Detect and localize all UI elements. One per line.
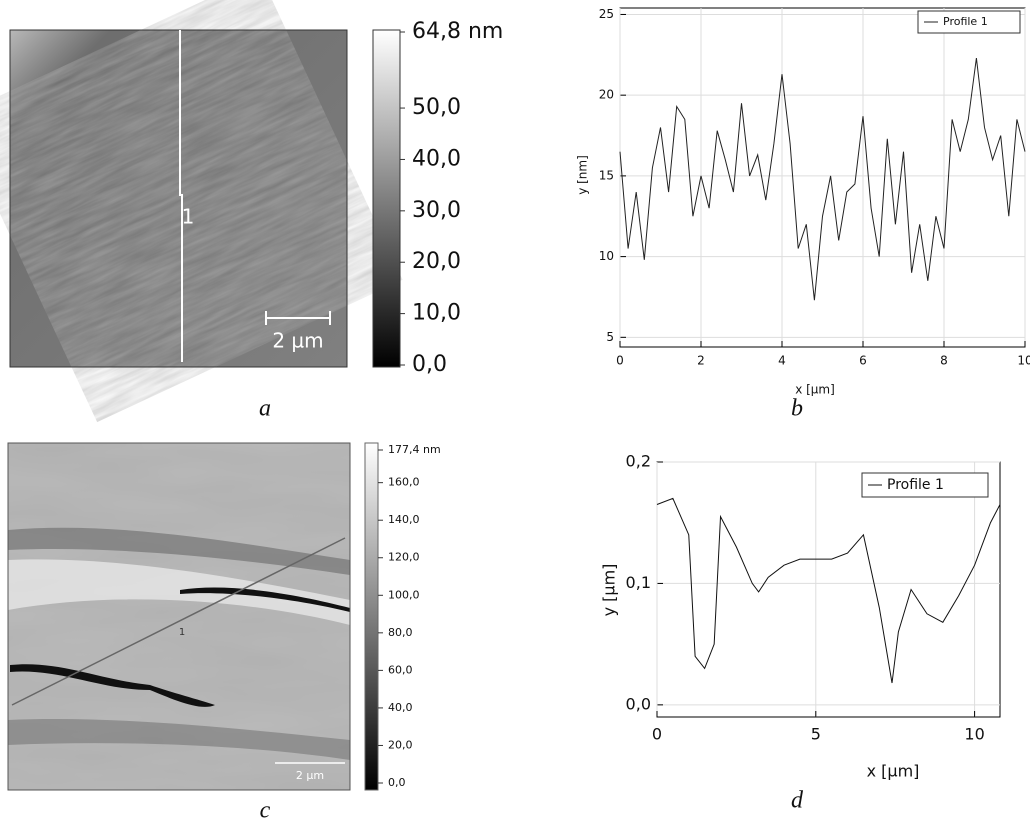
panel-caption: d	[791, 788, 804, 814]
legend-box	[861, 472, 989, 498]
colorbar-label: 140,0	[388, 513, 420, 526]
colorbar-label: 80,0	[388, 626, 413, 639]
y-tick-label: 25	[599, 7, 614, 21]
colorbar-label: 177,4 nm	[388, 443, 441, 456]
x-tick-label: 10	[964, 725, 984, 744]
colorbar-label: 20,0	[412, 249, 461, 274]
colorbar-label: 0,0	[388, 776, 406, 789]
profile-line	[656, 497, 1001, 684]
y-tick-label: 5	[606, 330, 614, 344]
colorbar	[364, 442, 379, 791]
panel-caption: a	[259, 396, 271, 422]
colorbar-label: 64,8 nm	[412, 19, 503, 44]
x-tick-label: 8	[940, 354, 948, 368]
colorbar-label: 0,0	[412, 352, 447, 377]
colorbar-label: 100,0	[388, 588, 420, 601]
colorbar-label: 30,0	[412, 198, 461, 223]
x-tick-label: 2	[697, 354, 705, 368]
colorbar-label: 160,0	[388, 476, 420, 489]
x-axis-label: x [µm]	[867, 762, 920, 781]
legend-label: Profile 1	[887, 477, 944, 493]
x-tick-label: 0	[616, 354, 624, 368]
colorbar-label: 120,0	[388, 551, 420, 564]
x-axis-label: x [µm]	[795, 383, 835, 397]
y-tick-label: 15	[599, 168, 614, 182]
scale-bar-label: 2 µm	[272, 329, 323, 353]
legend-label: Profile 1	[943, 15, 988, 28]
profile-label: 1	[179, 627, 185, 638]
plot-area	[656, 461, 1001, 718]
profile-label: 1	[182, 205, 195, 229]
y-axis-label: y [µm]	[600, 564, 619, 617]
colorbar-label: 40,0	[388, 701, 413, 714]
x-tick-label: 4	[778, 354, 786, 368]
colorbar-label: 20,0	[388, 738, 413, 751]
colorbar-label: 40,0	[412, 146, 461, 171]
x-tick-label: 10	[1017, 354, 1030, 368]
panel-caption: c	[260, 798, 271, 824]
y-tick-label: 10	[599, 249, 614, 263]
x-tick-label: 6	[859, 354, 867, 368]
y-tick-label: 20	[599, 88, 614, 102]
x-tick-label: 0	[652, 725, 662, 744]
colorbar-label: 10,0	[412, 301, 461, 326]
y-tick-label: 0,2	[626, 452, 651, 471]
afm-image	[7, 442, 351, 791]
legend-box	[917, 10, 1021, 34]
plot-area	[619, 7, 1026, 348]
y-axis-label: y [nm]	[576, 155, 590, 195]
afm-image	[0, 0, 403, 422]
colorbar-label: 50,0	[412, 95, 461, 120]
scale-bar-label: 2 µm	[296, 769, 324, 782]
x-tick-label: 5	[811, 725, 821, 744]
colorbar-label: 60,0	[388, 663, 413, 676]
colorbar	[372, 29, 401, 368]
y-tick-label: 0,1	[626, 573, 651, 592]
y-tick-label: 0,0	[626, 694, 651, 713]
panel-caption: b	[791, 396, 803, 422]
profile-line	[619, 57, 1026, 301]
